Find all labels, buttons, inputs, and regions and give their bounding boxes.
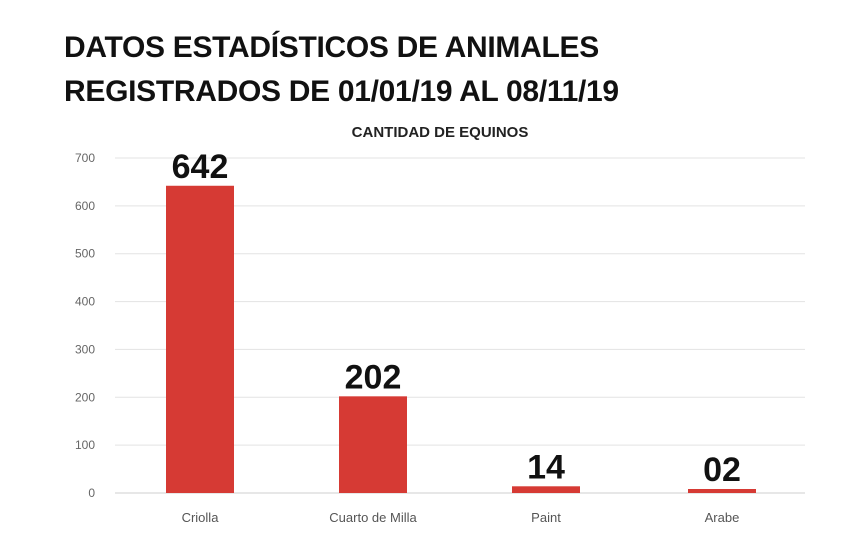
chart-title: DATOS ESTADÍSTICOS DE ANIMALES REGISTRAD… <box>64 26 824 114</box>
x-tick-label: Cuarto de Milla <box>329 510 417 525</box>
y-tick-label: 200 <box>75 390 95 404</box>
x-tick-label: Arabe <box>705 510 740 525</box>
y-tick-label: 600 <box>75 199 95 213</box>
bars <box>166 185 756 493</box>
x-tick-label: Criolla <box>182 510 220 525</box>
data-label: 202 <box>345 358 402 396</box>
x-tick-label: Paint <box>531 510 561 525</box>
bar-cuarto-de-milla <box>339 396 407 493</box>
data-labels: 642 202 14 02 <box>172 148 741 489</box>
bar-criolla <box>166 185 234 493</box>
chart-title-line-1: DATOS ESTADÍSTICOS DE ANIMALES <box>64 31 599 64</box>
y-tick-label: 300 <box>75 342 95 356</box>
y-tick-label: 700 <box>75 151 95 165</box>
data-label: 642 <box>172 148 229 186</box>
y-tick-label: 400 <box>75 295 95 309</box>
y-tick-label: 500 <box>75 247 95 261</box>
data-label: 14 <box>527 448 565 486</box>
bar-paint <box>512 486 580 493</box>
y-tick-label: 0 <box>88 486 95 500</box>
y-axis-ticks: 0 100 200 300 400 500 600 700 <box>75 151 95 500</box>
y-tick-label: 100 <box>75 438 95 452</box>
data-label: 02 <box>703 451 741 489</box>
bar-arabe <box>688 489 756 493</box>
x-axis-ticks: Criolla Cuarto de Milla Paint Arabe <box>182 510 740 525</box>
chart-subtitle: CANTIDAD DE EQUINOS <box>351 124 529 141</box>
chart-title-line-2: REGISTRADOS DE 01/01/19 AL 08/11/19 <box>64 75 619 108</box>
